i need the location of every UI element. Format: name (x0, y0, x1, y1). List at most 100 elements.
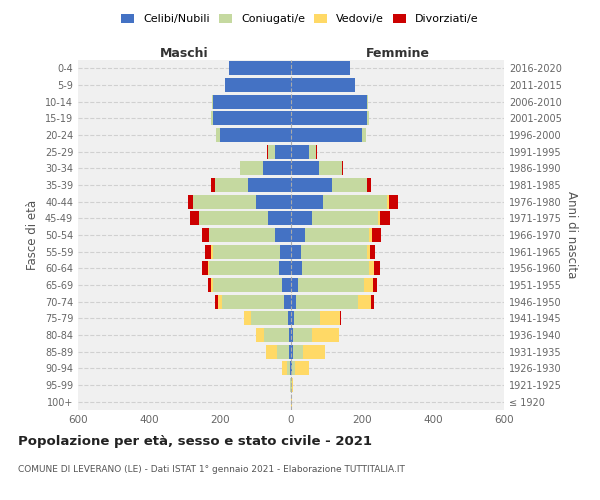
Bar (290, 361, 291, 376)
Bar (291, 344, 293, 359)
Bar (205, 244, 211, 259)
Bar (291, 244, 301, 259)
Text: Popolazione per età, sesso e stato civile - 2021: Popolazione per età, sesso e stato civil… (18, 435, 372, 448)
Bar (301, 244, 367, 259)
Bar (209, 228, 275, 242)
Bar (239, 162, 263, 175)
Bar (244, 311, 251, 326)
Bar (256, 194, 291, 209)
Bar (367, 112, 369, 126)
Bar (265, 328, 289, 342)
Bar (316, 144, 317, 159)
Bar (290, 378, 291, 392)
Bar (263, 162, 291, 175)
Bar (211, 178, 215, 192)
Bar (256, 328, 265, 342)
Bar (215, 294, 218, 308)
Legend: Celibi/Nubili, Coniugati/e, Vedovi/e, Divorziati/e: Celibi/Nubili, Coniugati/e, Vedovi/e, Di… (118, 10, 482, 28)
Bar (282, 361, 287, 376)
Bar (248, 178, 291, 192)
Bar (251, 311, 288, 326)
Bar (217, 128, 220, 142)
Bar (292, 361, 295, 376)
Bar (313, 328, 339, 342)
Bar (213, 244, 280, 259)
Bar (211, 244, 213, 259)
Bar (291, 194, 323, 209)
Bar (277, 344, 289, 359)
Bar (209, 261, 278, 276)
Bar (208, 278, 211, 292)
Bar (370, 244, 376, 259)
Bar (295, 361, 309, 376)
Bar (296, 294, 358, 308)
Bar (291, 78, 355, 92)
Bar (291, 94, 367, 109)
Bar (220, 128, 291, 142)
Bar (374, 261, 380, 276)
Bar (213, 112, 291, 126)
Bar (291, 378, 292, 392)
Bar (378, 211, 380, 226)
Bar (294, 311, 320, 326)
Bar (190, 211, 199, 226)
Bar (284, 294, 291, 308)
Bar (291, 228, 305, 242)
Bar (302, 261, 369, 276)
Bar (323, 194, 387, 209)
Bar (280, 244, 291, 259)
Bar (268, 144, 275, 159)
Bar (291, 128, 362, 142)
Bar (282, 278, 291, 292)
Text: Maschi: Maschi (160, 47, 209, 60)
Bar (208, 261, 209, 276)
Bar (291, 311, 294, 326)
Bar (362, 128, 365, 142)
Bar (287, 361, 290, 376)
Bar (218, 294, 222, 308)
Bar (291, 144, 309, 159)
Bar (380, 211, 391, 226)
Bar (291, 178, 332, 192)
Bar (268, 211, 291, 226)
Bar (226, 78, 291, 92)
Bar (371, 294, 374, 308)
Bar (373, 278, 377, 292)
Bar (291, 112, 367, 126)
Bar (215, 178, 248, 192)
Y-axis label: Anni di nascita: Anni di nascita (565, 192, 578, 278)
Bar (266, 344, 277, 359)
Bar (367, 178, 371, 192)
Bar (289, 344, 291, 359)
Bar (369, 261, 374, 276)
Bar (288, 311, 291, 326)
Bar (213, 94, 291, 109)
Bar (229, 62, 291, 76)
Bar (275, 228, 291, 242)
Y-axis label: Fasce di età: Fasce di età (26, 200, 39, 270)
Bar (211, 278, 213, 292)
Bar (278, 261, 291, 276)
Bar (222, 294, 284, 308)
Bar (293, 328, 312, 342)
Bar (213, 278, 282, 292)
Bar (291, 62, 350, 76)
Bar (291, 394, 292, 409)
Bar (320, 311, 340, 326)
Bar (202, 228, 209, 242)
Bar (202, 261, 208, 276)
Bar (389, 194, 398, 209)
Bar (188, 194, 193, 209)
Bar (291, 328, 293, 342)
Bar (275, 144, 291, 159)
Bar (193, 194, 256, 209)
Bar (267, 144, 268, 159)
Bar (340, 311, 341, 326)
Bar (387, 194, 389, 209)
Bar (291, 261, 302, 276)
Bar (291, 278, 298, 292)
Bar (211, 112, 213, 126)
Bar (372, 228, 381, 242)
Bar (304, 344, 325, 359)
Bar (309, 144, 316, 159)
